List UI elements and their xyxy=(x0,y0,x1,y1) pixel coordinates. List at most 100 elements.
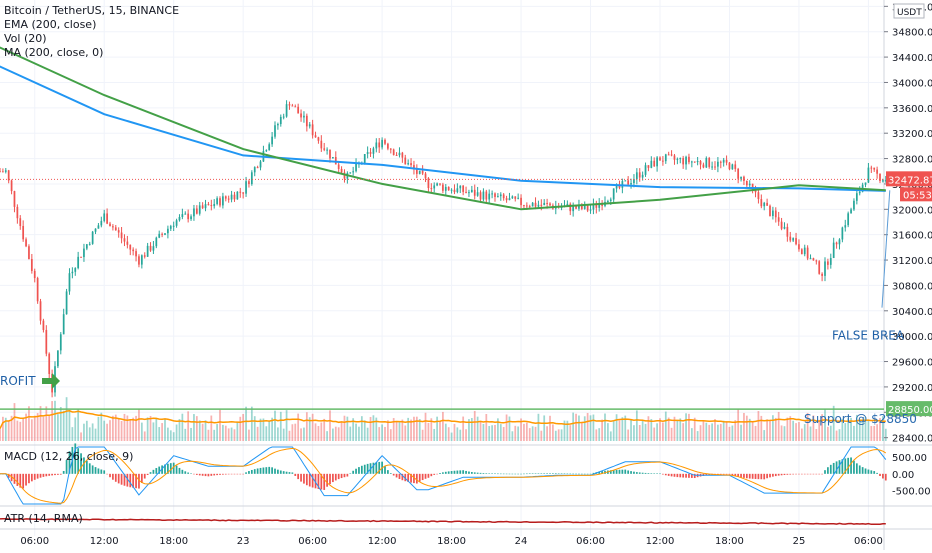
candle-body xyxy=(155,237,158,247)
macd-histogram-bar xyxy=(114,473,117,482)
candle-body xyxy=(164,233,166,235)
macd-histogram-bar xyxy=(190,473,192,474)
chart-legend: Bitcoin / TetherUS, 15, BINANCE EMA (200… xyxy=(4,4,179,60)
time-tick-label: 12:00 xyxy=(646,536,675,547)
macd-histogram-bar xyxy=(19,473,22,488)
candle-body xyxy=(841,227,844,240)
candle-body xyxy=(138,256,140,265)
candle-body xyxy=(288,104,291,106)
volume-bar xyxy=(22,418,25,441)
volume-bar xyxy=(821,414,823,441)
indicator-lines xyxy=(0,46,886,211)
legend-ema[interactable]: EMA (200, close) xyxy=(4,18,97,31)
candle-body xyxy=(62,314,65,335)
candle-body xyxy=(442,184,444,191)
volume-bar xyxy=(618,420,621,441)
atr-label[interactable]: ATR (14, RMA) xyxy=(4,512,83,525)
macd-histogram-bar xyxy=(288,472,291,474)
volume-bar xyxy=(803,424,806,441)
volume-bar xyxy=(45,406,48,441)
macd-tick-label: 500.00 xyxy=(892,453,927,464)
macd-histogram-bar xyxy=(152,469,155,474)
candle-body xyxy=(670,154,673,156)
macd-histogram-bar xyxy=(91,465,94,474)
macd-histogram-bar xyxy=(549,473,551,474)
time-tick-label: 12:00 xyxy=(368,536,397,547)
macd-histogram-bar xyxy=(343,473,346,478)
volume-bar xyxy=(725,421,728,441)
candle-body xyxy=(19,218,22,226)
volume-bar xyxy=(117,418,120,441)
candle-body xyxy=(33,270,36,279)
macd-histogram-bar xyxy=(812,473,815,475)
volume-bar xyxy=(164,418,166,441)
price-axis[interactable]: 35200.0034800.0034400.0034000.0033600.00… xyxy=(884,2,932,445)
candle-body xyxy=(169,226,172,229)
legend-symbol[interactable]: Bitcoin / TetherUS, 15, BINANCE xyxy=(4,4,180,17)
legend-vol[interactable]: Vol (20) xyxy=(4,32,47,45)
macd-histogram-bar xyxy=(149,472,152,474)
volume-bar xyxy=(607,423,609,441)
macd-histogram-bar xyxy=(520,473,522,475)
candle-body xyxy=(540,204,543,206)
macd-histogram-bar xyxy=(647,473,650,474)
volume-bar xyxy=(190,427,192,441)
macd-histogram-bar xyxy=(297,473,300,480)
macd-histogram-bar xyxy=(262,467,265,474)
macd-signal-line xyxy=(0,447,887,504)
macd-histogram-bar xyxy=(51,473,53,476)
macd-histogram-bar xyxy=(511,473,514,475)
macd-histogram-bar xyxy=(178,467,181,474)
candle-body xyxy=(711,166,713,168)
macd-histogram-bar xyxy=(540,473,543,474)
macd-histogram-bar xyxy=(644,472,647,474)
volume-bar xyxy=(763,430,766,441)
candle-body xyxy=(719,161,722,163)
volume-bar xyxy=(641,421,644,441)
candle-body xyxy=(774,210,777,218)
time-tick-label: 06:00 xyxy=(298,536,327,547)
macd-histogram-bar xyxy=(670,473,673,477)
macd-histogram-bar xyxy=(311,473,314,488)
candle-body xyxy=(239,191,242,193)
volume-bar xyxy=(83,423,85,441)
candle-body xyxy=(479,192,482,200)
macd-label[interactable]: MACD (12, 26, close, 9) xyxy=(4,450,134,463)
volume-bar xyxy=(91,423,94,441)
volume-bar xyxy=(511,431,514,441)
volume-bar xyxy=(525,422,528,441)
volume-bar xyxy=(549,415,551,441)
candle-body xyxy=(615,185,618,189)
macd-histogram-bar xyxy=(164,464,166,474)
candle-body xyxy=(427,178,430,189)
volume-bar xyxy=(19,421,22,441)
volume-bar xyxy=(305,412,308,441)
volume-bar xyxy=(120,420,123,441)
macd-histogram-bar xyxy=(502,473,505,475)
candle-body xyxy=(25,239,27,247)
volume-bar xyxy=(297,413,300,441)
macd-histogram-bar xyxy=(873,471,876,474)
volume-bar xyxy=(274,410,276,441)
volume-bar xyxy=(418,419,421,441)
candle-body xyxy=(204,204,207,209)
macd-histogram-bar xyxy=(505,473,508,475)
candle-body xyxy=(395,155,398,157)
time-axis[interactable]: 06:00 12:00 18:00 23 06:00 12:00 18:00 24 06:00 1… xyxy=(20,536,883,547)
macd-histogram-bar xyxy=(172,462,175,474)
macd-line xyxy=(0,446,887,505)
volume-bar xyxy=(847,418,850,441)
macd-histogram-bar xyxy=(48,473,51,476)
volume-bar xyxy=(473,410,476,441)
time-tick-label: 18:00 xyxy=(437,536,466,547)
volume-bar xyxy=(57,414,59,441)
legend-ma[interactable]: MA (200, close, 0) xyxy=(4,46,104,59)
volume-bar xyxy=(780,425,783,441)
volume-bar xyxy=(378,427,381,441)
candle-body xyxy=(537,204,540,207)
macd-histogram-bar xyxy=(155,468,158,474)
volume-bar xyxy=(543,415,546,441)
volume-bar xyxy=(566,420,569,441)
